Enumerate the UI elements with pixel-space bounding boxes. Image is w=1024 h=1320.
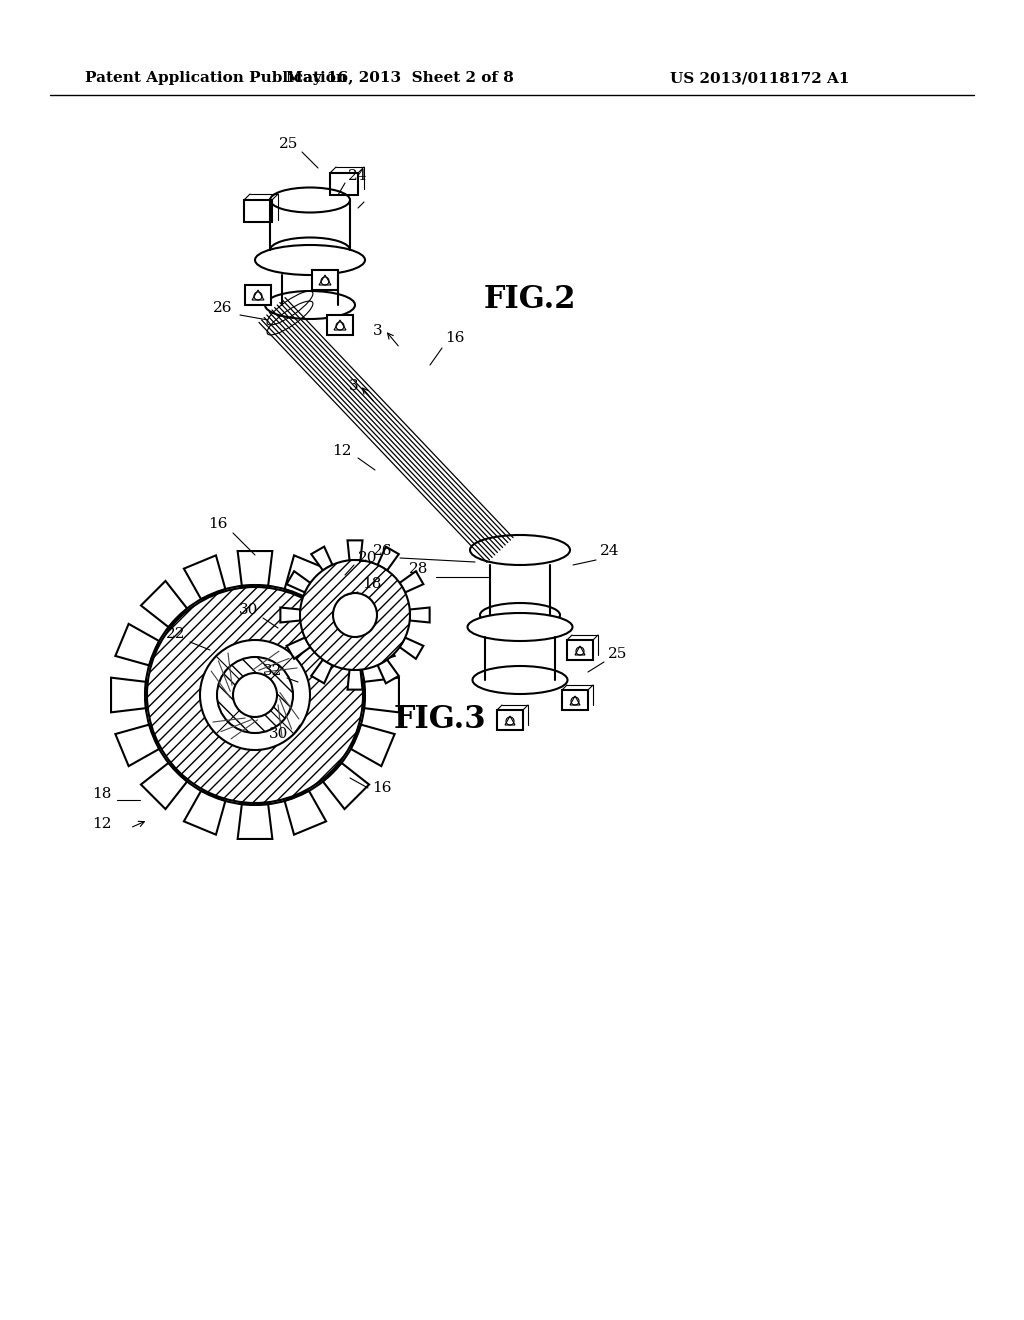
Text: Patent Application Publication: Patent Application Publication: [85, 71, 347, 84]
FancyBboxPatch shape: [327, 315, 353, 335]
FancyBboxPatch shape: [312, 271, 338, 290]
Text: 26: 26: [213, 301, 232, 315]
Text: 25: 25: [608, 647, 628, 661]
FancyBboxPatch shape: [562, 690, 588, 710]
Text: May 16, 2013  Sheet 2 of 8: May 16, 2013 Sheet 2 of 8: [286, 71, 514, 84]
Text: 28: 28: [409, 562, 428, 576]
Polygon shape: [410, 607, 430, 623]
Polygon shape: [116, 624, 159, 665]
Ellipse shape: [470, 535, 570, 565]
Circle shape: [300, 560, 410, 671]
Text: 18: 18: [92, 787, 112, 801]
Ellipse shape: [265, 290, 355, 319]
Polygon shape: [184, 556, 225, 599]
Text: FIG.2: FIG.2: [483, 285, 577, 315]
Text: 20: 20: [358, 550, 378, 565]
Circle shape: [147, 587, 362, 803]
Circle shape: [233, 673, 278, 717]
Text: US 2013/0118172 A1: US 2013/0118172 A1: [671, 71, 850, 84]
Polygon shape: [311, 546, 333, 570]
FancyBboxPatch shape: [497, 710, 523, 730]
Text: 16: 16: [372, 781, 391, 795]
Polygon shape: [378, 660, 398, 684]
Polygon shape: [281, 607, 300, 623]
Polygon shape: [378, 546, 398, 570]
FancyBboxPatch shape: [245, 285, 271, 305]
Polygon shape: [238, 550, 272, 586]
Polygon shape: [351, 624, 394, 665]
Ellipse shape: [468, 612, 572, 642]
Ellipse shape: [472, 667, 567, 694]
Text: 25: 25: [279, 137, 298, 150]
Text: 3: 3: [373, 323, 382, 338]
Polygon shape: [311, 660, 333, 684]
Polygon shape: [285, 556, 326, 599]
Text: 22: 22: [166, 627, 185, 642]
Text: FIG.3: FIG.3: [393, 705, 486, 735]
Polygon shape: [111, 677, 145, 713]
Polygon shape: [141, 581, 187, 627]
Polygon shape: [184, 791, 225, 834]
Text: 30: 30: [239, 603, 258, 616]
Circle shape: [217, 657, 293, 733]
Text: 16: 16: [209, 517, 228, 531]
Polygon shape: [399, 572, 423, 593]
Text: 12: 12: [333, 444, 352, 458]
FancyBboxPatch shape: [567, 640, 593, 660]
Text: 3: 3: [348, 379, 358, 393]
Polygon shape: [141, 763, 187, 809]
Ellipse shape: [270, 238, 350, 263]
Ellipse shape: [255, 246, 365, 275]
Polygon shape: [323, 581, 369, 627]
Circle shape: [333, 593, 377, 638]
Polygon shape: [116, 725, 159, 766]
Text: 32: 32: [262, 664, 282, 678]
Text: 16: 16: [445, 331, 465, 345]
Text: 24: 24: [600, 544, 620, 558]
Polygon shape: [323, 763, 369, 809]
Text: 26: 26: [373, 544, 392, 558]
Text: 12: 12: [92, 817, 112, 832]
Polygon shape: [287, 572, 310, 593]
Circle shape: [200, 640, 310, 750]
Text: 18: 18: [362, 577, 381, 591]
Polygon shape: [351, 725, 394, 766]
Text: 30: 30: [268, 727, 288, 741]
Polygon shape: [285, 791, 326, 834]
Polygon shape: [365, 677, 399, 713]
Polygon shape: [287, 638, 310, 659]
Ellipse shape: [480, 603, 560, 627]
Polygon shape: [238, 804, 272, 840]
Polygon shape: [399, 638, 423, 659]
Text: 24: 24: [348, 169, 368, 183]
Polygon shape: [347, 540, 362, 560]
Polygon shape: [347, 669, 362, 689]
